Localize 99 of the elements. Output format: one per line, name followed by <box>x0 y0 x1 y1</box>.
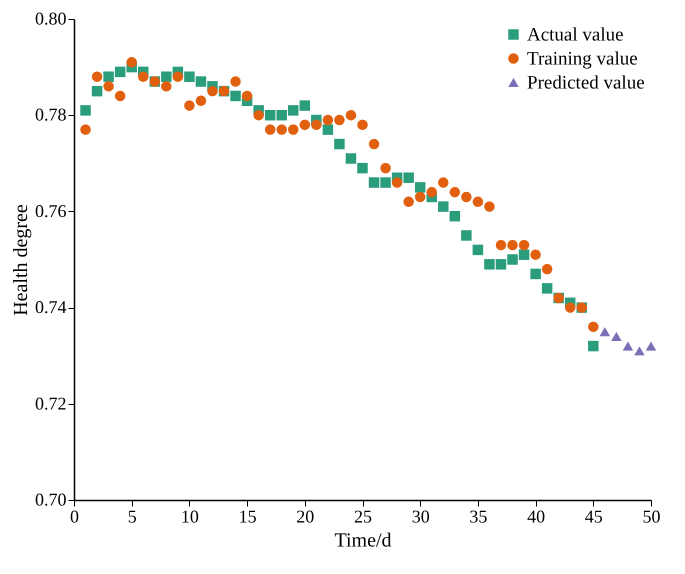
point <box>80 124 91 135</box>
point <box>484 201 495 212</box>
point <box>564 302 576 313</box>
point <box>322 124 334 135</box>
x-tick-label: 10 <box>180 506 199 526</box>
legend-label: Actual value <box>527 24 624 46</box>
point <box>300 100 310 111</box>
point <box>276 110 287 120</box>
legend-label: Predicted value <box>527 72 645 94</box>
point <box>346 110 356 120</box>
point <box>507 254 518 265</box>
point <box>207 86 218 96</box>
point <box>138 71 148 82</box>
point <box>288 105 299 116</box>
point <box>530 249 541 260</box>
point <box>426 186 437 198</box>
point <box>588 322 599 332</box>
point <box>264 110 276 120</box>
y-axis-title: Health degree <box>10 204 32 316</box>
point <box>161 81 172 92</box>
point <box>461 230 472 241</box>
point <box>184 71 195 82</box>
point <box>588 340 599 352</box>
point <box>196 96 206 106</box>
point <box>300 120 310 130</box>
point <box>622 342 634 351</box>
point <box>518 249 530 260</box>
point <box>80 105 91 116</box>
x-tick-label: 45 <box>584 506 603 526</box>
point <box>161 71 172 82</box>
point <box>600 327 610 336</box>
point <box>196 76 206 87</box>
point <box>542 264 552 274</box>
point <box>184 100 195 111</box>
x-tick-label: 5 <box>128 506 137 526</box>
point <box>380 162 391 174</box>
point <box>380 177 391 188</box>
point <box>334 114 345 126</box>
point <box>518 240 530 250</box>
point <box>438 201 449 212</box>
point <box>438 177 449 188</box>
x-tick-label: 25 <box>354 506 372 526</box>
point <box>357 162 368 174</box>
point <box>450 186 460 198</box>
point <box>542 283 552 294</box>
point <box>634 346 645 356</box>
point <box>403 196 414 208</box>
point <box>403 172 414 183</box>
y-tick-label: 0.72 <box>35 393 66 414</box>
y-tick-label: 0.70 <box>35 490 66 510</box>
point <box>368 177 380 188</box>
point <box>92 71 102 82</box>
point <box>172 71 184 82</box>
point <box>368 138 380 150</box>
point <box>496 240 506 250</box>
x-tick-label: 20 <box>296 506 314 526</box>
point <box>230 90 241 102</box>
x-tick-label: 40 <box>527 506 546 526</box>
point <box>646 342 656 351</box>
x-axis-title: Time/d <box>334 530 392 552</box>
point <box>114 90 126 102</box>
y-tick-label: 0.74 <box>35 297 66 318</box>
point <box>530 268 541 280</box>
point <box>346 153 356 164</box>
y-tick-label: 0.76 <box>35 200 66 221</box>
point <box>92 86 102 96</box>
point <box>311 120 322 130</box>
x-tick-label: 50 <box>642 506 660 526</box>
point <box>334 138 345 150</box>
point <box>126 57 137 68</box>
x-tick-label: 15 <box>238 506 257 526</box>
point <box>230 76 241 87</box>
point <box>472 244 484 256</box>
point <box>414 182 426 193</box>
point <box>276 124 287 135</box>
x-tick-label: 35 <box>469 506 488 526</box>
point <box>392 177 402 188</box>
point <box>461 192 472 202</box>
point <box>114 66 126 78</box>
point <box>414 192 426 202</box>
point <box>496 259 506 270</box>
point <box>103 71 114 82</box>
point <box>322 114 334 126</box>
legend-label: Training value <box>527 48 638 70</box>
x-tick-label: 30 <box>412 506 430 526</box>
point <box>472 196 484 208</box>
point <box>357 120 368 130</box>
point <box>484 259 495 270</box>
point <box>507 240 518 250</box>
point <box>253 110 264 120</box>
point <box>450 210 460 222</box>
point <box>611 332 622 341</box>
y-tick-label: 0.80 <box>35 8 66 28</box>
point <box>103 81 114 92</box>
x-tick-label: 0 <box>70 506 79 526</box>
point <box>264 124 276 135</box>
point <box>288 124 299 135</box>
y-tick-label: 0.78 <box>35 104 66 125</box>
point <box>242 90 252 102</box>
